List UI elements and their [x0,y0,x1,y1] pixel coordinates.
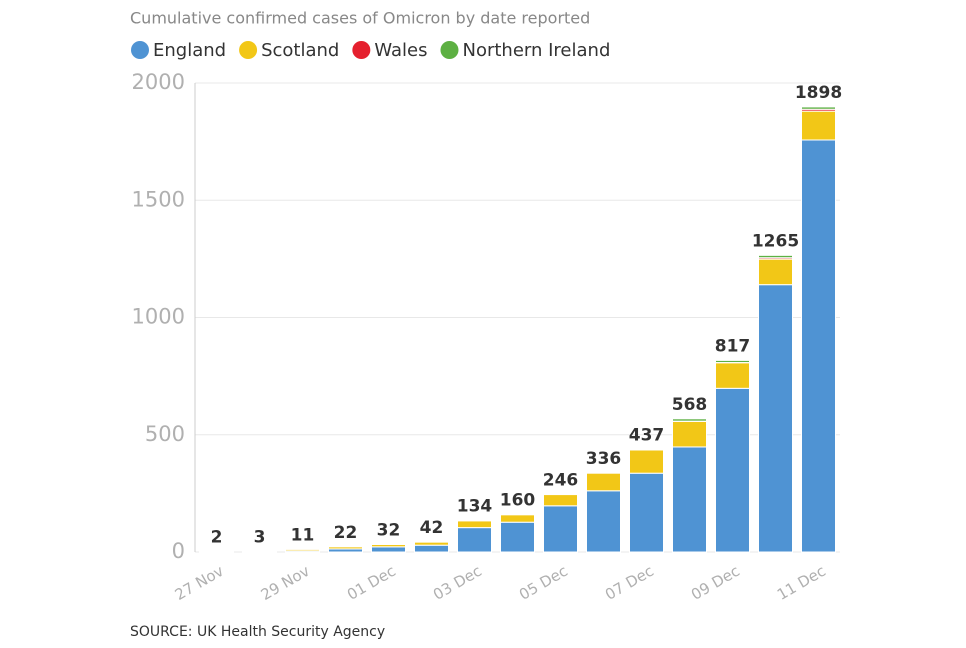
bar-segment [672,446,707,553]
bar-segment [242,550,277,553]
bar-segment [672,420,707,448]
legend-label: England [153,40,226,61]
bar-segment [371,543,406,548]
bar-segment [758,254,793,259]
total-label: 246 [543,470,579,490]
y-tick-label: 1000 [132,305,185,329]
bar-segment [672,418,707,422]
y-tick-label: 500 [145,422,185,446]
legend-swatch [239,41,258,59]
total-label: 437 [629,426,665,446]
total-label: 568 [672,395,708,415]
x-tick-label: 09 Dec [688,562,743,604]
bar-segment [586,472,621,492]
x-tick-label: 29 Nov [258,562,313,604]
y-tick-label: 2000 [132,70,185,94]
bar-segment [500,514,535,523]
legend-swatch [352,41,371,59]
legend-swatch [440,41,459,59]
bar-segment [715,359,750,364]
legend: England Scotland Wales Northern Ireland [131,40,610,61]
total-label: 336 [586,449,622,469]
legend-label: Wales [374,40,427,61]
bar-segment [715,362,750,389]
bar-segment [500,521,535,553]
bar-segment [414,541,449,546]
x-tick-label: 03 Dec [430,562,485,604]
x-tick-label: 07 Dec [602,562,657,604]
bar-segment [629,472,664,553]
y-tick-label: 0 [172,539,185,563]
bar-segment [457,520,492,529]
source: SOURCE: UK Health Security Agency [130,624,385,640]
bar-segment [328,546,363,550]
legend-label: Scotland [261,40,339,61]
legend-label: Northern Ireland [462,40,610,61]
legend-swatch [131,41,149,59]
bar-segment [586,490,621,553]
total-label: 3 [254,527,266,547]
bar-segment [543,494,578,507]
bar-segment [285,548,320,552]
bar-segment [758,284,793,553]
bar-segment [457,527,492,553]
bar-segment [715,387,750,553]
total-label: 160 [500,490,536,510]
x-tick-label: 05 Dec [516,562,571,604]
chart-title: Cumulative confirmed cases of Omicron by… [130,9,590,28]
bar-segment [801,139,836,553]
total-label: 817 [715,336,751,356]
x-tick-label: 01 Dec [344,562,399,604]
total-label: 1265 [752,231,799,251]
bar-segment [414,544,449,553]
total-label: 22 [334,523,358,543]
bar-segment [801,110,836,141]
total-label: 2 [211,528,223,548]
total-label: 1898 [795,83,842,103]
x-tick-label: 27 Nov [172,562,227,604]
bar-segment [371,546,406,553]
x-tick-label: 11 Dec [774,562,829,604]
bar-segment [629,449,664,474]
bar-segment [801,106,836,110]
bar-segment [543,505,578,553]
total-label: 134 [457,497,493,517]
total-label: 11 [291,525,315,545]
bar-segment [758,258,793,286]
total-label: 42 [420,518,444,538]
total-label: 32 [377,520,401,540]
y-tick-label: 1500 [132,187,185,211]
